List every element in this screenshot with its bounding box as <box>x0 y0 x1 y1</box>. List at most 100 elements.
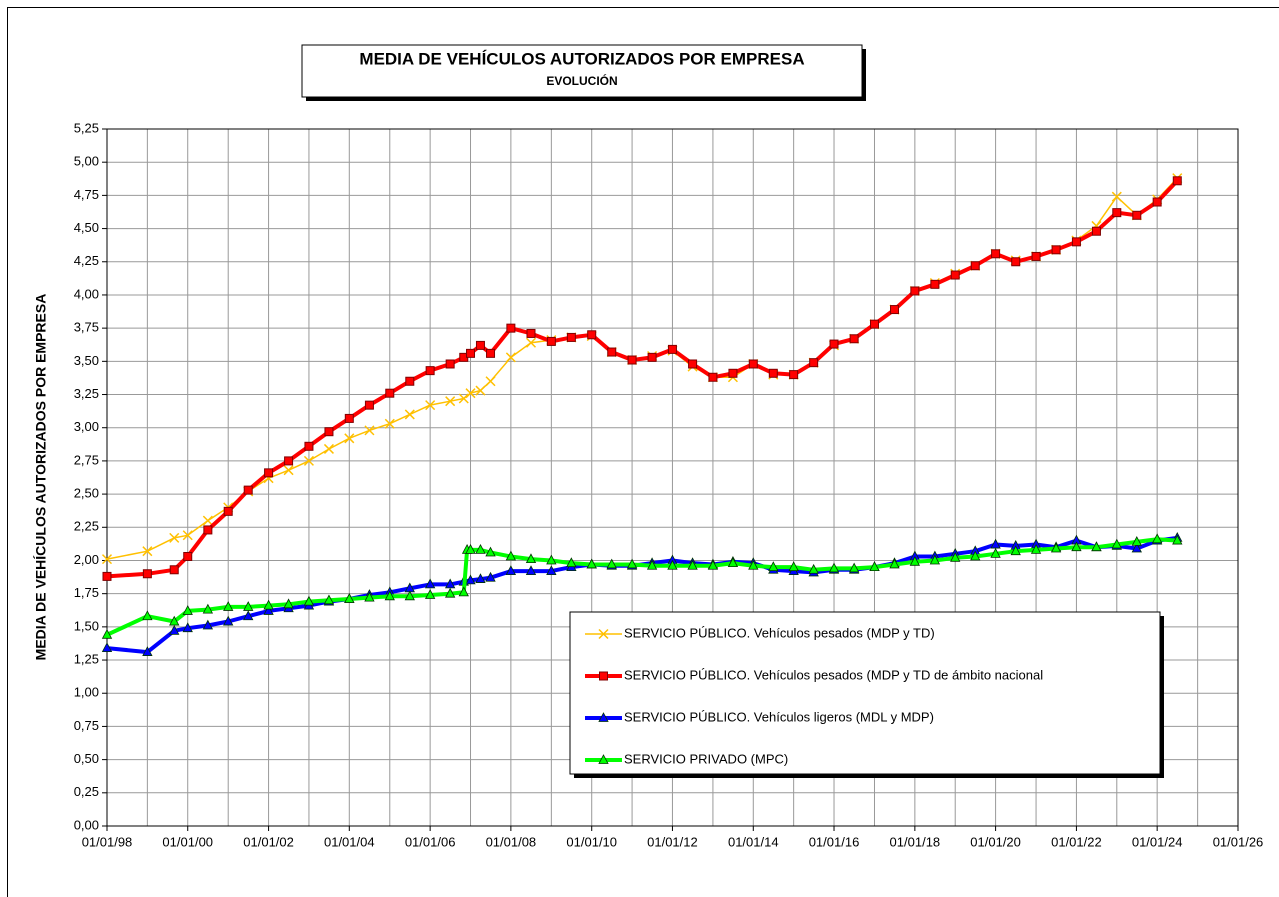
marker <box>930 279 940 289</box>
marker <box>546 336 556 346</box>
marker <box>707 559 719 570</box>
marker <box>323 594 335 605</box>
marker <box>424 589 436 599</box>
marker <box>526 328 536 338</box>
marker <box>929 554 941 565</box>
marker <box>169 532 180 543</box>
title-box <box>301 44 863 98</box>
marker <box>466 348 476 358</box>
marker <box>970 261 980 271</box>
marker <box>1071 541 1082 552</box>
marker <box>202 603 214 614</box>
marker <box>828 562 840 573</box>
marker <box>264 468 274 478</box>
marker <box>169 624 180 635</box>
frame <box>7 7 1279 897</box>
marker <box>869 561 880 572</box>
marker <box>1091 541 1102 552</box>
marker <box>748 559 759 570</box>
marker <box>324 427 334 437</box>
marker <box>101 554 113 565</box>
series-line <box>106 179 1179 579</box>
marker <box>990 547 1001 558</box>
y-tick-label: 0,00 <box>74 817 99 832</box>
marker <box>364 591 375 602</box>
chart-title: MEDIA DE VEHÍCULOS AUTORIZADOS POR EMPRE… <box>359 49 804 68</box>
marker <box>344 413 354 423</box>
marker <box>829 339 839 349</box>
marker <box>1030 544 1042 554</box>
legend-label: SERVICIO PÚBLICO. Vehículos pesados (MDP… <box>624 625 935 640</box>
marker <box>598 712 609 722</box>
marker <box>808 563 819 574</box>
marker <box>445 396 456 407</box>
y-tick-label: 4,75 <box>74 187 99 202</box>
marker <box>1051 245 1061 255</box>
legend-label: SERVICIO PÚBLICO. Vehículos ligeros (MDL… <box>624 709 934 724</box>
marker <box>425 366 435 376</box>
marker <box>283 598 294 609</box>
marker <box>647 352 657 362</box>
marker <box>688 359 698 369</box>
marker <box>1151 533 1163 544</box>
y-tick-label: 2,50 <box>74 486 99 501</box>
marker <box>768 368 778 378</box>
x-tick-label: 01/01/24 <box>1132 834 1183 849</box>
marker <box>304 441 314 451</box>
y-tick-label: 1,00 <box>74 685 99 700</box>
x-tick-label: 01/01/06 <box>405 834 456 849</box>
marker <box>627 355 637 365</box>
x-tick-label: 01/01/22 <box>1051 834 1102 849</box>
marker <box>424 578 436 589</box>
marker <box>587 330 597 340</box>
marker <box>169 565 179 575</box>
marker <box>1111 191 1122 202</box>
marker <box>263 599 274 610</box>
x-tick-label: 01/01/18 <box>890 834 941 849</box>
y-tick-label: 4,00 <box>74 286 99 301</box>
marker <box>458 586 469 597</box>
marker <box>525 553 537 564</box>
marker <box>1011 257 1021 267</box>
marker <box>1131 536 1142 546</box>
y-tick-label: 1,50 <box>74 618 99 633</box>
marker <box>1131 542 1142 553</box>
y-tick-label: 0,25 <box>74 784 99 799</box>
marker <box>546 554 557 565</box>
marker <box>1111 538 1122 549</box>
marker <box>142 546 153 557</box>
y-tick-label: 5,00 <box>74 154 99 169</box>
marker <box>323 443 334 454</box>
marker <box>465 544 476 554</box>
y-tick-label: 4,25 <box>74 253 99 268</box>
y-tick-label: 4,50 <box>74 220 99 235</box>
marker <box>202 515 213 526</box>
marker <box>848 562 860 573</box>
marker <box>607 347 617 357</box>
y-tick-label: 3,25 <box>74 386 99 401</box>
marker <box>890 305 900 315</box>
marker <box>606 558 617 569</box>
marker <box>243 485 253 495</box>
x-tick-label: 01/01/04 <box>324 834 375 849</box>
marker <box>1152 197 1162 207</box>
marker <box>586 558 597 569</box>
marker <box>344 593 355 603</box>
x-tick-label: 01/01/12 <box>647 834 698 849</box>
marker <box>1071 237 1081 247</box>
marker <box>223 601 234 611</box>
marker <box>1132 210 1142 220</box>
y-tick-label: 3,50 <box>74 353 99 368</box>
x-tick-label: 01/01/08 <box>486 834 537 849</box>
marker <box>243 601 254 611</box>
marker <box>727 557 739 568</box>
marker <box>598 754 609 764</box>
y-tick-label: 2,00 <box>74 552 99 567</box>
marker <box>182 605 193 615</box>
marker <box>525 565 537 575</box>
plot-area <box>106 128 1239 827</box>
marker <box>263 605 274 615</box>
marker <box>485 376 496 387</box>
marker <box>748 359 758 369</box>
